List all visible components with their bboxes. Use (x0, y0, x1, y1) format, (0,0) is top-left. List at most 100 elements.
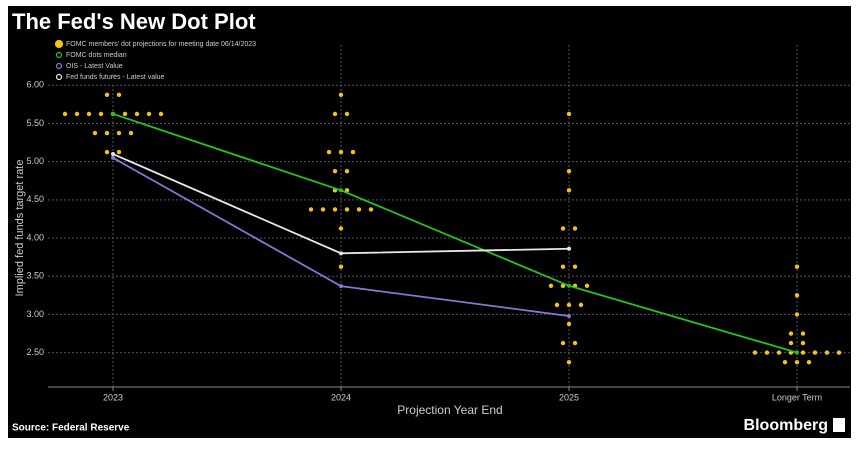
legend-label: FOMC members' dot projections for meetin… (66, 41, 256, 48)
line-marker (339, 188, 343, 193)
dot (74, 111, 80, 117)
y-tick-label: 4.00 (26, 232, 44, 242)
y-axis-label: Implied fed funds target rate (14, 160, 26, 297)
dot (794, 293, 800, 298)
dot (572, 340, 578, 346)
y-tick-label: 5.00 (26, 156, 44, 166)
dot (554, 302, 560, 308)
y-tick-label: 2.50 (26, 347, 44, 357)
dot (128, 130, 134, 136)
dot (794, 312, 800, 317)
dot (326, 149, 332, 155)
dot (344, 111, 350, 117)
legend-marker (55, 73, 63, 81)
dot (92, 130, 98, 136)
x-axis-label: Projection Year End (397, 403, 502, 417)
y-tick-label: 6.00 (26, 80, 44, 90)
x-tick-label: Longer Term (772, 392, 822, 402)
dot (146, 111, 152, 117)
line-marker (111, 152, 115, 157)
dot (788, 340, 794, 346)
line-marker (111, 111, 115, 116)
x-tick-label: 2024 (331, 392, 351, 402)
dot (800, 331, 806, 336)
dot (584, 283, 590, 288)
dot (104, 92, 110, 98)
y-tick-label: 4.50 (26, 194, 44, 204)
dot (158, 111, 164, 117)
chart-title: The Fed's New Dot Plot (12, 9, 256, 34)
dot (788, 331, 794, 336)
brand: Bloomberg (744, 417, 828, 434)
line-marker (795, 350, 799, 355)
dot (824, 350, 830, 355)
dot (116, 149, 122, 155)
line-marker (339, 251, 343, 256)
dot (344, 169, 350, 174)
line-marker (567, 283, 571, 288)
dot (104, 149, 110, 155)
legend-label: FOMC dots median (66, 52, 127, 59)
source: Source: Federal Reserve (12, 423, 130, 434)
legend-box (52, 37, 280, 83)
dot (800, 340, 806, 346)
dot (332, 207, 338, 212)
legend-marker (55, 51, 63, 59)
dot (560, 226, 566, 231)
dot (572, 226, 578, 231)
brand-icon (833, 418, 845, 432)
dot (548, 283, 554, 288)
dot (350, 149, 356, 155)
y-tick-label: 3.50 (26, 271, 44, 281)
x-tick-label: 2025 (559, 392, 579, 402)
dot (560, 340, 566, 346)
legend-marker (55, 62, 63, 70)
dot (566, 169, 572, 174)
dot (806, 359, 812, 365)
line-marker (111, 155, 115, 160)
dot (122, 111, 128, 117)
legend-marker (54, 39, 64, 49)
dot (764, 350, 770, 355)
line-marker (567, 246, 571, 251)
dot (338, 92, 344, 98)
dot (356, 207, 362, 212)
dot (566, 321, 572, 327)
dot (794, 264, 800, 269)
dot (116, 92, 122, 98)
dot (782, 359, 788, 365)
dot (320, 207, 326, 212)
dot (338, 149, 344, 155)
dot (368, 207, 374, 212)
legend-label: Fed funds futures - Latest value (66, 74, 165, 81)
dot (332, 111, 338, 117)
dot (578, 302, 584, 308)
dot (566, 302, 572, 308)
dot (116, 130, 122, 136)
dot (62, 111, 68, 117)
dot (338, 226, 344, 231)
dot (134, 111, 140, 117)
dot (338, 264, 344, 269)
series-line (112, 113, 798, 354)
dot (776, 350, 782, 355)
x-tick-label: 2023 (103, 392, 123, 402)
dot (836, 350, 842, 355)
dot (800, 350, 806, 355)
dot (566, 359, 572, 365)
dot (566, 188, 572, 193)
dot (560, 264, 566, 269)
dot (794, 359, 800, 365)
line-marker (567, 313, 571, 318)
dot (752, 350, 758, 355)
dot (812, 350, 818, 355)
line-marker (339, 284, 343, 289)
y-tick-label: 5.50 (26, 118, 44, 128)
dot (572, 264, 578, 269)
y-tick-label: 3.00 (26, 309, 44, 319)
legend-label: OIS - Latest Value (66, 63, 123, 70)
dot (308, 207, 314, 212)
dot (332, 169, 338, 174)
